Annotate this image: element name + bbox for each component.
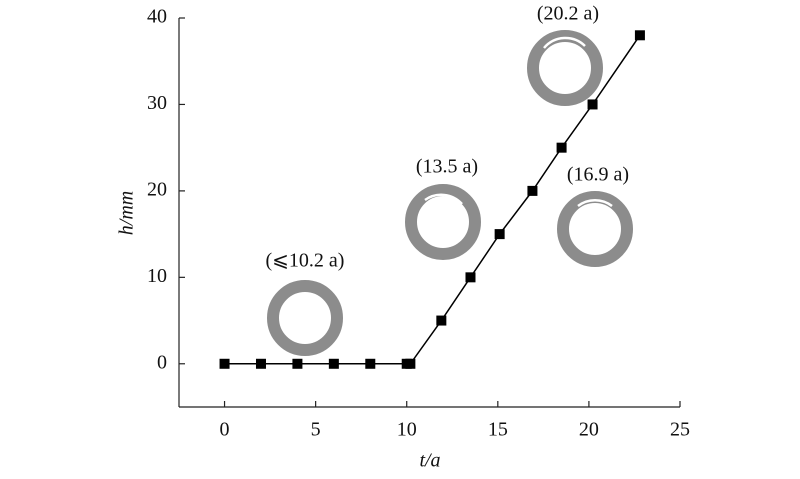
ring-illustrations xyxy=(267,30,633,356)
data-point xyxy=(436,315,447,326)
ring xyxy=(405,184,481,260)
x-tick-label: 20 xyxy=(579,419,599,441)
annotation: (⩽10.2 a) xyxy=(266,250,345,272)
data-point xyxy=(494,229,505,240)
series-line xyxy=(224,34,641,365)
data-point xyxy=(527,185,538,196)
y-tick-label: 0 xyxy=(157,351,167,373)
annotation: (20.2 a) xyxy=(537,3,599,25)
data-point xyxy=(405,358,416,369)
x-axis-label: t/a xyxy=(419,450,440,472)
ring xyxy=(267,280,343,356)
y-tick-label: 40 xyxy=(147,6,167,28)
y-tick-label: 10 xyxy=(147,265,167,287)
x-tick-label: 10 xyxy=(397,419,417,441)
annotation: (13.5 a) xyxy=(416,156,478,178)
y-tick-label: 20 xyxy=(147,178,167,200)
data-point xyxy=(587,99,598,110)
y-axis-label: h/mm xyxy=(116,191,138,235)
annotation: (16.9 a) xyxy=(567,164,629,186)
data-point xyxy=(556,142,567,153)
data-point xyxy=(255,358,266,369)
ring xyxy=(527,30,603,106)
y-tick-label: 30 xyxy=(147,92,167,114)
x-tick-label: 25 xyxy=(670,419,690,441)
data-point xyxy=(634,30,645,41)
data-point xyxy=(365,358,376,369)
ring xyxy=(557,191,633,267)
ring-gap xyxy=(543,36,586,49)
data-point xyxy=(219,358,230,369)
x-tick-label: 15 xyxy=(488,419,508,441)
data-point xyxy=(328,358,339,369)
x-tick-label: 5 xyxy=(311,419,321,441)
ring-gap xyxy=(424,193,463,205)
ring-gap xyxy=(577,199,613,208)
x-tick-label: 0 xyxy=(220,419,230,441)
data-point xyxy=(292,358,303,369)
data-point xyxy=(465,272,476,283)
